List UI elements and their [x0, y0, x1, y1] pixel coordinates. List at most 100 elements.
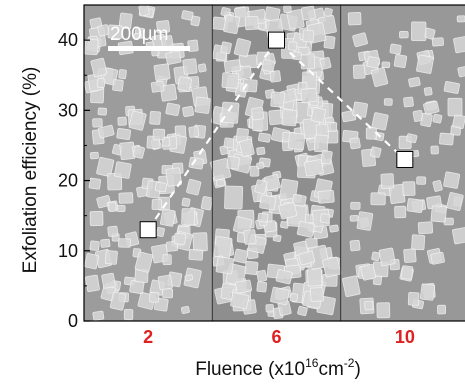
sem-flake [181, 197, 191, 207]
sem-flake [233, 248, 249, 264]
sem-flake [151, 198, 163, 211]
sem-flake [301, 5, 316, 21]
x-axis-title-close: ) [354, 359, 360, 380]
sem-flake [149, 110, 161, 125]
sem-flake [329, 224, 339, 233]
sem-flake [270, 286, 290, 306]
sem-flake [366, 56, 381, 69]
sem-flake [107, 24, 123, 40]
sem-flake [446, 192, 464, 211]
sem-flake [100, 238, 111, 248]
sem-flake [181, 208, 196, 226]
sem-flake [165, 50, 182, 65]
y-tick-label: 0 [68, 311, 78, 331]
sem-flake [213, 236, 233, 259]
sem-flake [370, 67, 389, 87]
sem-flake [118, 192, 134, 204]
sem-flake [88, 177, 102, 190]
sem-flake [453, 36, 465, 54]
sem-flake [350, 201, 361, 210]
sem-flake [265, 304, 274, 313]
sem-flake [411, 234, 426, 251]
sem-flake [114, 161, 132, 179]
sem-flake [254, 179, 268, 195]
sem-flake [101, 272, 116, 289]
sem-flake [152, 128, 166, 141]
sem-flake [153, 63, 171, 81]
sem-flake [219, 145, 229, 156]
sem-flake [92, 118, 103, 128]
y-axis: 0 10 20 30 40 [58, 30, 90, 331]
sem-flake [132, 145, 145, 159]
sem-flake [249, 165, 260, 177]
sem-flake [192, 232, 208, 252]
sem-flake [116, 128, 132, 140]
sem-flake [216, 179, 225, 187]
sem-flake [220, 7, 231, 17]
sem-flake [200, 196, 213, 211]
sem-flake [400, 265, 414, 280]
sem-flake [108, 201, 117, 212]
sem-flake [457, 65, 465, 78]
sem-flake [420, 112, 433, 127]
sem-flake [256, 146, 266, 156]
sem-flake [97, 107, 108, 116]
sem-flake [300, 87, 318, 103]
sem-flake [242, 78, 258, 93]
sem-flake [416, 176, 427, 185]
sem-flake [408, 76, 421, 88]
sem-flake [278, 202, 298, 220]
sem-flake [291, 193, 307, 207]
sem-flake [307, 267, 323, 287]
sem-flake [360, 263, 377, 281]
scale-bar-line [108, 46, 190, 51]
sem-flake [134, 251, 154, 273]
sem-flake [300, 53, 316, 70]
series-layer [139, 31, 414, 239]
sem-flake [138, 5, 150, 17]
sem-flake [184, 274, 194, 282]
sem-flake [296, 220, 316, 238]
sem-flake [256, 281, 268, 293]
sem-flake [403, 96, 414, 108]
y-tick-label: 20 [58, 171, 78, 191]
sem-flake [182, 58, 198, 75]
sem-flake [97, 124, 115, 139]
sem-flake [289, 293, 298, 302]
sem-flake [389, 43, 402, 55]
sem-flake [317, 190, 335, 204]
sem-flake [84, 253, 100, 270]
sem-flake [420, 283, 436, 301]
sem-flake [288, 41, 298, 51]
sem-flake [230, 292, 250, 310]
sem-flake [347, 12, 362, 26]
scale-bar-label: 200µm [110, 24, 168, 45]
sem-flake [298, 250, 316, 266]
sem-flake [85, 274, 100, 293]
sem-flake [92, 310, 105, 321]
sem-flake [89, 151, 99, 160]
sem-flake [297, 305, 308, 317]
sem-flake [323, 35, 336, 49]
sem-flake [239, 138, 255, 157]
sem-flake [452, 114, 465, 129]
sem-flake [381, 61, 391, 69]
sem-flake [430, 145, 439, 155]
x-axis-title-unit: cm [318, 359, 343, 380]
data-point [396, 150, 414, 168]
sem-flake [133, 32, 142, 39]
sem-flake [197, 63, 207, 73]
sem-flake [220, 101, 240, 124]
sem-flake [221, 72, 240, 89]
sem-flake [270, 91, 285, 108]
sem-flake [322, 256, 342, 278]
sem-flake [154, 181, 167, 193]
sem-flake [275, 269, 293, 285]
plot-area [84, 5, 465, 321]
sem-flake [159, 83, 178, 102]
sem-flake [157, 274, 173, 291]
sem-flake [432, 180, 443, 192]
sem-flake [118, 12, 133, 30]
sem-flake [258, 132, 271, 143]
